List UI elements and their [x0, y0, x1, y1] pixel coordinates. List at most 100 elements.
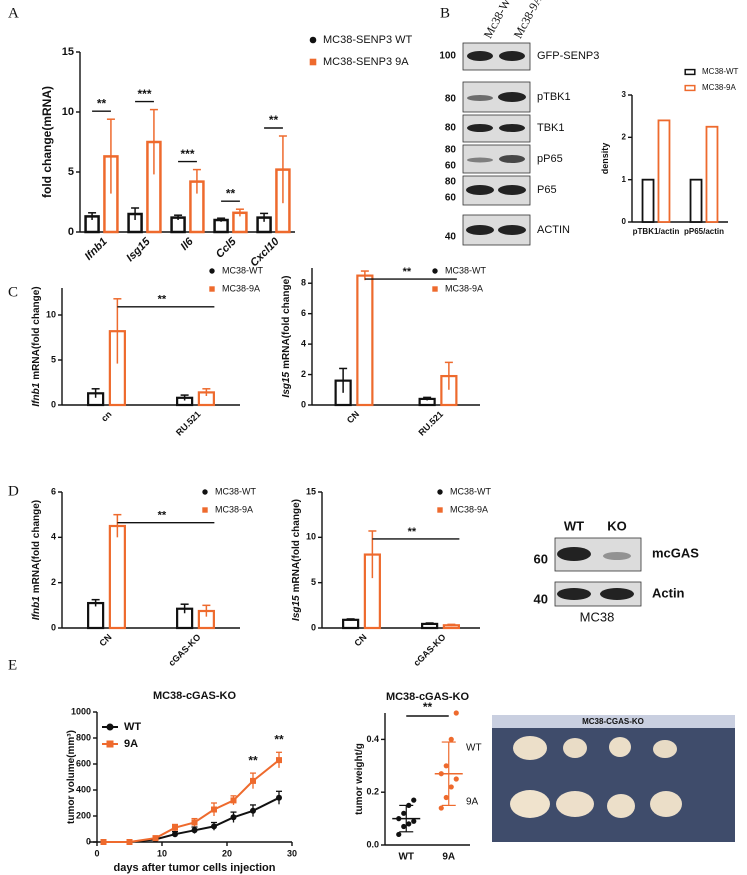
band [499, 51, 525, 61]
mw-marker: 60 [534, 551, 548, 566]
legend-marker [437, 489, 443, 495]
x-tick-label: CN [97, 632, 113, 648]
point [443, 763, 449, 769]
band [557, 588, 591, 600]
y-axis-label-gene: Isg15 [281, 371, 292, 397]
y-tick-label: 10 [306, 532, 316, 542]
y-tick-label: 1 [622, 175, 627, 184]
panel-label: C [8, 284, 18, 300]
legend-marker [209, 286, 215, 292]
point [411, 818, 417, 824]
x-tick-label: Isg15 [124, 235, 153, 264]
x-tick-label: 30 [287, 848, 297, 858]
x-tick-label: pTBK1/actin [633, 227, 680, 236]
mw-marker: 40 [534, 591, 548, 606]
legend-label: MC38-9A [450, 504, 488, 514]
legend-label: MC38-WT [445, 265, 486, 275]
x-axis-label: days after tumor cells injection [114, 862, 276, 874]
y-tick-label: 1000 [71, 706, 91, 716]
photo-header [492, 715, 735, 728]
legend-label: MC38-9A [215, 504, 253, 514]
y-tick-label: 6 [51, 486, 56, 496]
significance-label: *** [137, 87, 151, 101]
y-tick-label: 2 [622, 132, 627, 141]
legend-label: MC38-WT [215, 486, 256, 496]
y-axis-label-text: mRNA(fold change) [281, 276, 292, 369]
point [211, 823, 217, 830]
significance-label: ** [97, 96, 107, 110]
western-blot: Mc38-WT Mc38-9A GFP-SENP3 pTBK1 TBK1 pP6… [439, 0, 599, 246]
x-tick-label: WT [398, 852, 414, 863]
point [401, 823, 407, 830]
x-tick-label: 9A [442, 852, 455, 863]
blot-label: P65 [537, 184, 557, 196]
photo-title: MC38-CGAS-KO [582, 717, 644, 726]
legend-label: MC38-WT [450, 486, 491, 496]
legend-label: MC38-WT [702, 67, 739, 76]
y-tick-label: 0 [51, 399, 56, 409]
panel-label: E [8, 657, 17, 673]
tumor [556, 791, 594, 817]
band [467, 157, 493, 163]
lane-label: WT [564, 518, 584, 533]
mw-marker: 80 [445, 177, 457, 188]
x-tick-label: cGAS-KO [167, 632, 203, 668]
bar [689, 178, 703, 223]
point [406, 821, 412, 827]
band [467, 95, 493, 101]
tumor [563, 738, 587, 758]
panel-label: D [8, 483, 19, 499]
significance-label: ** [423, 700, 433, 714]
legend-marker [106, 723, 114, 731]
y-tick-label: 2 [51, 577, 56, 587]
y-tick-label: 0 [86, 836, 91, 846]
y-axis-label: fold change(mRNA) [40, 86, 54, 198]
bar [657, 119, 671, 223]
y-tick-label: 15 [62, 46, 74, 58]
mw-marker: 100 [439, 51, 456, 62]
bar [342, 618, 360, 630]
y-tick-label: 0 [622, 217, 627, 226]
panel-label: A [8, 5, 19, 21]
band [467, 124, 493, 132]
x-tick-label: CN [352, 632, 368, 648]
y-axis-label-gene: Isg15 [291, 595, 302, 621]
tumor [653, 740, 677, 758]
legend-label: MC38-9A [445, 283, 483, 293]
x-tick-label: Cxcl10 [248, 235, 282, 269]
y-tick-label: 15 [306, 486, 316, 496]
band [498, 185, 526, 195]
chart-title: MC38-cGAS-KO [153, 690, 237, 702]
bar [641, 178, 655, 223]
y-axis-label-text: mRNA(fold change) [291, 499, 302, 592]
chart-title: MC38-cGAS-KO [386, 691, 470, 703]
band [499, 155, 525, 163]
point [172, 824, 178, 831]
significance-label: ** [403, 266, 412, 278]
y-axis-label-text: mRNA(fold change) [31, 286, 42, 379]
significance-label: ** [269, 113, 279, 127]
blot-label: pP65 [537, 153, 563, 165]
blot-label: pTBK1 [537, 91, 571, 103]
mw-marker: 60 [445, 161, 457, 172]
point [152, 835, 159, 842]
significance-label: *** [180, 147, 194, 161]
mw-marker: 80 [445, 123, 457, 134]
y-tick-label: 400 [76, 784, 91, 794]
y-tick-label: 5 [68, 166, 74, 178]
point [453, 776, 459, 782]
western-blot: WT KO mcGAS Actin 60 40 MC38 [534, 518, 700, 624]
tumor-photo: MC38-CGAS-KO WT 9A [466, 715, 735, 842]
blot-label: ACTIN [537, 224, 570, 236]
point [401, 810, 407, 816]
y-tick-label: 8 [301, 278, 306, 288]
mw-marker: 80 [445, 145, 457, 156]
significance-label: ** [408, 526, 417, 538]
lane-label: KO [607, 518, 627, 533]
y-axis-label-text: fold change(mRNA) [40, 86, 54, 198]
y-axis-label-text: mRNA(fold change) [31, 500, 42, 593]
legend-label: MC38-SENP3 9A [323, 56, 409, 68]
x-tick-label: Ccl5 [214, 235, 240, 261]
bar [705, 125, 719, 223]
point [396, 831, 402, 838]
